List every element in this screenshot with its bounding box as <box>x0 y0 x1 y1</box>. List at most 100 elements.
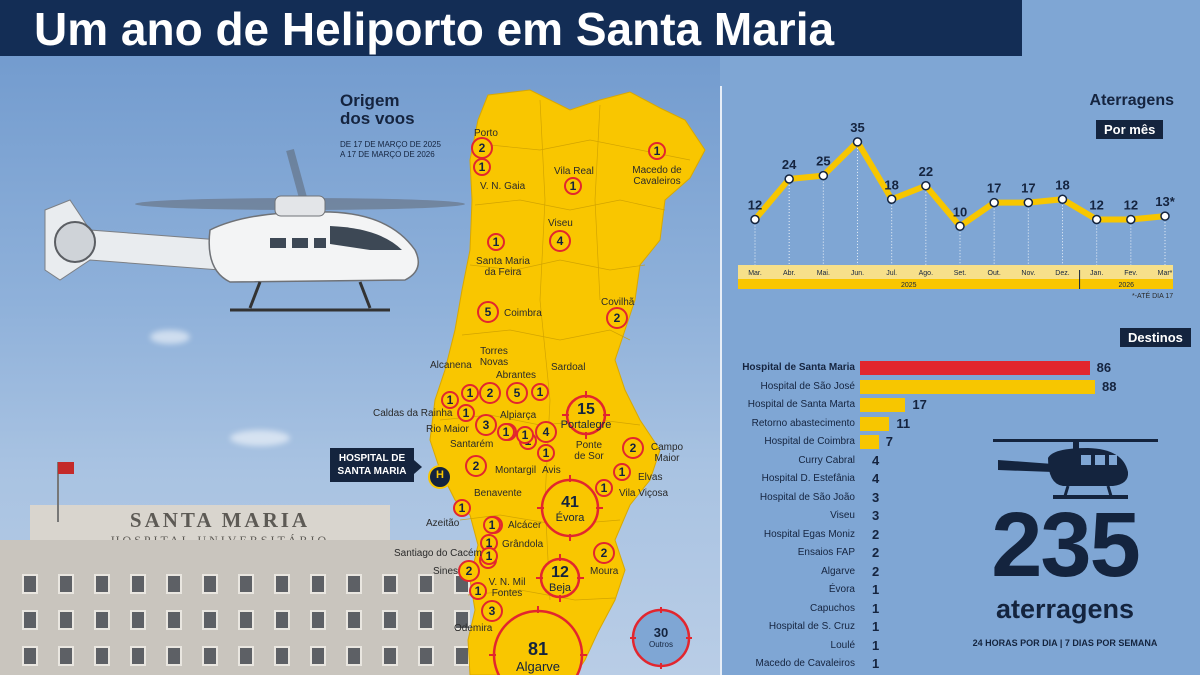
marker-elvas: 1 <box>613 463 631 481</box>
marker-value-sardoal: 1 <box>537 385 544 399</box>
tick-label: Ago. <box>919 270 933 277</box>
building-window <box>238 646 254 666</box>
building-window <box>310 646 326 666</box>
destination-name: Hospital de S. Cruz <box>768 621 855 632</box>
map-label-torres-novas: Torres Novas <box>479 346 509 368</box>
map-label-montargil: Montargil <box>495 465 537 476</box>
destination-row: Évora 1 <box>730 582 1170 598</box>
map-label-sardoal: Sardoal <box>551 362 586 373</box>
marker-evora <box>537 475 603 541</box>
building-window <box>346 646 362 666</box>
map-value-beja: 12 <box>551 564 569 581</box>
building-window <box>274 646 290 666</box>
map-subheading-line2: A 17 DE MARÇO DE 2026 <box>340 150 435 159</box>
marker-value-viseu: 4 <box>557 234 564 248</box>
marker-value-sines: 2 <box>466 564 473 578</box>
map-label-odemira: Odemira <box>454 623 493 634</box>
map-label-alpiarca: Alpiarça <box>500 410 537 421</box>
map-label-v-n-mil-fontes: V. N. Mil Fontes <box>488 577 526 599</box>
marker-sines: 2 <box>458 560 480 582</box>
hospital-marker <box>428 465 452 489</box>
data-label: 13* <box>1155 194 1175 209</box>
marker-value-benavente: 2 <box>473 459 480 473</box>
map-name-portalegre: Portalegre <box>560 419 612 431</box>
monthly-landings-chart: 12 24 25 35 18 22 10 17 17 18 12 12 13* Mar. Abr. Mai. J… <box>738 120 1175 289</box>
destination-value: 88 <box>1102 378 1117 394</box>
line-chart-title: Aterragens <box>1089 92 1174 109</box>
building-window <box>58 610 74 630</box>
map-label-santa-maria-da-feira: Santa Maria da Feira <box>476 256 530 278</box>
map-label-benavente: Benavente <box>474 488 522 499</box>
tick-label: Nov. <box>1021 270 1035 277</box>
destination-value: 1 <box>872 582 880 597</box>
marker-value-grandola: 1 <box>486 536 493 550</box>
destination-row: Ensaios FAP 2 <box>730 545 1170 561</box>
data-point <box>955 221 965 231</box>
destination-row: Retorno abastecimento 11 <box>730 416 1170 432</box>
map-name-outros: Outros <box>648 640 673 649</box>
data-label: 18 <box>1055 177 1069 192</box>
building-window <box>418 610 434 630</box>
marker-value-ponte-de-sor: 4 <box>543 425 550 439</box>
cloud <box>230 430 290 446</box>
marker-value-extra-4: 1 <box>486 549 493 563</box>
data-point <box>818 170 829 181</box>
map-label-elvas: Elvas <box>638 472 663 483</box>
building-window <box>202 610 218 630</box>
total-landings-number: 235 <box>991 494 1141 596</box>
destination-row: Capuchos 1 <box>730 601 1170 617</box>
building-window <box>418 574 434 594</box>
tick-label: Mai. <box>817 270 830 277</box>
map-value-algarve: 81 <box>527 639 549 659</box>
marker-vila-vicosa: 1 <box>595 479 613 497</box>
line-chart-footnote: *-ATÉ DIA 17 <box>1132 293 1174 300</box>
marker-value-elvas: 1 <box>619 465 626 479</box>
marker-campo-maior: 2 <box>622 437 644 459</box>
map-label-coimbra: Coimbra <box>504 308 542 319</box>
destination-row: Hospital de Coimbra 7 <box>730 434 1170 450</box>
marker-value-v-n-gaia: 1 <box>479 160 486 174</box>
data-point <box>1126 214 1136 225</box>
destination-row: Hospital de S. Cruz 1 <box>730 619 1170 635</box>
marker-azeitao: 1 <box>453 499 471 517</box>
map-label-covilha: Covilhã <box>601 297 635 308</box>
marker-extra-3: 1 <box>516 426 534 444</box>
map-label-outros: 30 Outros <box>631 626 691 650</box>
building-window <box>310 610 326 630</box>
marker-extra-4: 1 <box>480 547 498 565</box>
building-window <box>346 574 362 594</box>
building-window <box>274 610 290 630</box>
destinations-chart: Hospital de Santa Maria 86 Hospital de São… <box>730 358 1170 675</box>
building-window <box>130 610 146 630</box>
building-window <box>166 574 182 594</box>
hospital-sign-line1: SANTA MARIA <box>129 508 311 532</box>
destination-value: 2 <box>872 545 880 560</box>
building-window <box>94 646 110 666</box>
marker-alcanena: 1 <box>461 384 479 402</box>
destination-value: 1 <box>872 619 880 634</box>
building-window <box>202 646 218 666</box>
tick-label: Jul. <box>886 270 897 277</box>
data-label: 10 <box>953 204 967 219</box>
building-window <box>238 610 254 630</box>
map-heading-line1: Origem <box>340 91 400 110</box>
bar-chart-title: Destinos <box>1120 328 1191 347</box>
map-label-campo-maior: Campo Maior <box>650 442 684 464</box>
cloud <box>150 330 190 344</box>
marker-value-porto: 2 <box>479 141 486 155</box>
map-label-beja: 12 Beja <box>530 563 590 594</box>
destination-name: Curry Cabral <box>798 454 855 466</box>
destination-bar <box>860 379 1095 394</box>
destination-row: Loulé 1 <box>730 638 1170 654</box>
building-window <box>346 610 362 630</box>
building-window <box>274 574 290 594</box>
destination-value: 1 <box>872 656 880 671</box>
data-label: 12 <box>1089 198 1103 213</box>
destination-name: Hospital de São João <box>759 491 855 503</box>
hospital-marker-arrow <box>414 460 422 474</box>
map-label-moura: Moura <box>590 566 619 577</box>
total-landings-label: aterragens <box>995 594 1135 624</box>
destination-value: 7 <box>885 434 893 449</box>
marker-value-campo-maior: 2 <box>630 441 637 455</box>
building-window <box>166 646 182 666</box>
